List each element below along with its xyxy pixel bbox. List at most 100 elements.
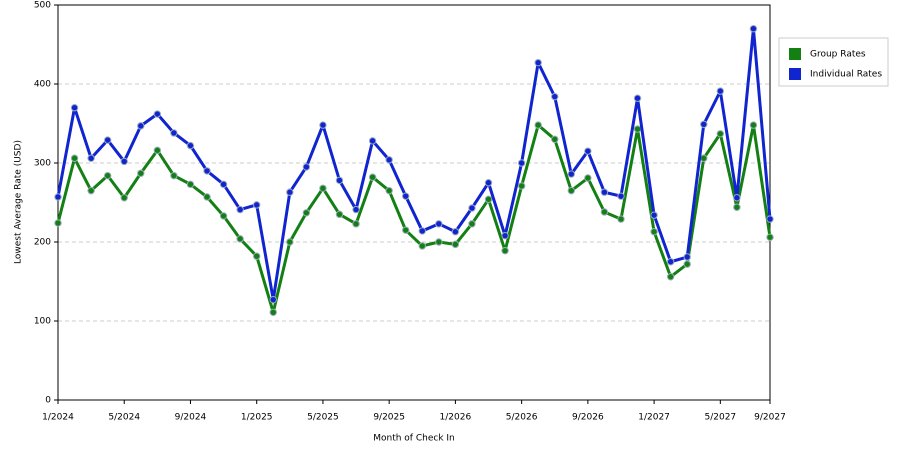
data-point xyxy=(418,227,426,235)
data-point xyxy=(153,146,162,155)
x-tick-label: 5/2024 xyxy=(108,413,140,423)
data-point xyxy=(186,180,195,189)
y-tick-label: 300 xyxy=(34,159,51,169)
data-point xyxy=(286,188,294,196)
legend-swatch xyxy=(789,48,801,60)
x-tick-label: 5/2027 xyxy=(704,413,736,423)
data-point xyxy=(269,295,277,304)
data-point xyxy=(617,215,625,223)
data-point xyxy=(87,154,95,162)
data-point xyxy=(302,163,311,171)
data-point xyxy=(633,94,642,102)
y-tick-label: 400 xyxy=(34,80,51,90)
x-axis-label: Month of Check In xyxy=(373,434,455,444)
data-point xyxy=(137,122,145,130)
data-point xyxy=(335,210,344,219)
y-tick-label: 100 xyxy=(34,317,51,327)
data-point xyxy=(203,193,211,201)
data-point xyxy=(567,170,576,178)
data-point xyxy=(252,201,261,209)
legend-label: Individual Rates xyxy=(810,70,882,80)
data-point xyxy=(749,25,758,33)
data-point xyxy=(451,228,460,236)
x-tick-label: 5/2026 xyxy=(506,413,538,423)
data-point xyxy=(617,192,625,200)
data-point xyxy=(103,171,112,180)
data-point xyxy=(120,194,128,202)
data-point xyxy=(286,238,294,246)
x-tick-label: 1/2025 xyxy=(241,413,273,423)
data-point xyxy=(203,167,211,175)
data-point xyxy=(236,205,244,214)
data-point xyxy=(70,104,79,112)
data-point xyxy=(766,215,774,223)
data-point xyxy=(584,174,592,182)
data-point xyxy=(319,184,327,192)
data-point xyxy=(650,228,658,236)
data-point xyxy=(402,192,410,200)
data-point xyxy=(551,135,559,144)
data-point xyxy=(120,157,128,166)
x-tick-label: 9/2027 xyxy=(754,413,786,423)
data-point xyxy=(716,87,725,95)
data-point xyxy=(749,121,758,129)
x-tick-label: 9/2025 xyxy=(373,413,405,423)
y-tick-label: 500 xyxy=(34,1,51,11)
y-tick-label: 200 xyxy=(34,238,51,248)
data-point xyxy=(70,154,79,162)
data-point xyxy=(170,129,178,137)
data-point xyxy=(153,110,162,118)
data-point xyxy=(534,121,542,129)
data-point xyxy=(418,242,426,250)
data-point xyxy=(484,195,493,204)
data-point xyxy=(484,179,493,187)
data-point xyxy=(567,186,576,195)
data-point xyxy=(451,240,460,249)
series-line xyxy=(56,123,772,314)
x-tick-label: 9/2026 xyxy=(572,413,604,423)
data-point xyxy=(352,205,360,214)
data-point xyxy=(700,154,708,162)
data-point xyxy=(501,231,509,240)
plot-frame xyxy=(57,4,771,401)
data-point xyxy=(468,220,476,228)
data-point xyxy=(385,186,393,195)
data-point xyxy=(666,273,675,281)
data-point xyxy=(170,171,178,180)
data-point xyxy=(501,246,509,255)
data-point xyxy=(103,136,112,144)
data-point xyxy=(584,147,592,155)
data-point xyxy=(766,233,774,241)
data-point xyxy=(666,258,675,266)
x-tick-label: 1/2026 xyxy=(440,413,472,423)
data-point xyxy=(700,120,708,128)
data-point xyxy=(517,159,526,167)
data-point xyxy=(219,212,228,220)
legend-swatch xyxy=(789,68,801,80)
y-axis-label: Lowest Average Rate (USD) xyxy=(14,140,24,264)
data-point xyxy=(87,186,95,195)
data-point xyxy=(534,58,542,67)
data-point xyxy=(468,204,476,212)
data-point xyxy=(402,226,410,234)
data-point xyxy=(236,235,244,243)
data-point xyxy=(319,121,327,129)
data-point xyxy=(252,252,261,260)
data-point xyxy=(54,193,62,201)
data-point xyxy=(368,173,377,181)
data-point xyxy=(600,188,609,196)
data-point xyxy=(551,92,559,101)
x-tick-label: 9/2024 xyxy=(175,413,207,423)
data-point xyxy=(733,203,741,211)
data-point xyxy=(650,211,658,219)
data-point xyxy=(733,194,741,202)
data-point xyxy=(335,176,344,185)
data-point xyxy=(716,130,725,138)
data-point xyxy=(368,137,377,145)
data-point xyxy=(302,209,311,217)
data-point xyxy=(269,308,277,317)
x-tick-label: 1/2024 xyxy=(42,413,74,423)
data-point xyxy=(435,238,443,246)
data-point xyxy=(435,220,443,228)
